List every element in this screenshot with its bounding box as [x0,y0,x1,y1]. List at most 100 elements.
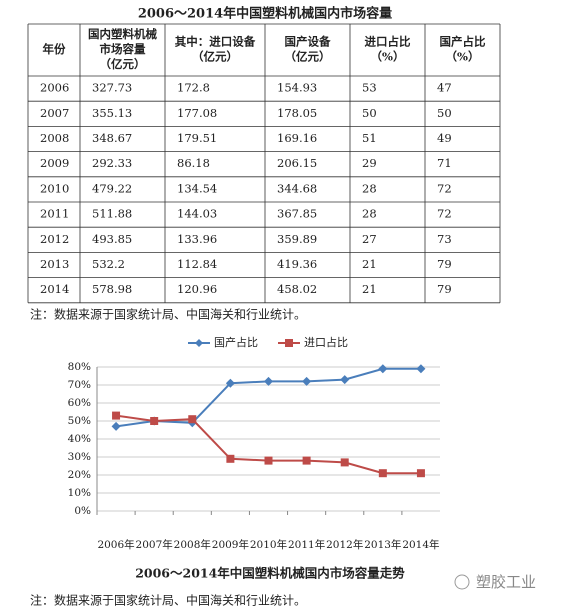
table-cell: 72 [437,207,452,221]
x-tick-label: 2009年 [212,538,249,551]
y-tick-label: 50% [68,415,91,427]
table-header: 市场容量 [100,42,146,56]
table-cell: 172.8 [177,81,210,95]
table-header: 进口占比 [365,35,411,49]
y-tick-label: 70% [68,379,91,391]
marker [340,375,350,385]
table-cell: 79 [437,257,452,271]
table-cell: 355.13 [92,106,132,120]
table-cell: 206.15 [277,156,317,170]
table-cell: 179.51 [177,131,217,145]
x-tick-label: 2011年 [288,538,325,551]
table-cell: 511.88 [92,207,132,221]
table-note: 注：数据来源于国家统计局、中国海关和行业统计。 [30,307,306,322]
table-cell: 144.03 [177,207,217,221]
legend-label: 进口占比 [304,335,348,349]
table-cell: 71 [437,156,452,170]
marker [302,376,312,386]
table-header: 年份 [43,42,66,56]
table-cell: 2011 [40,207,69,221]
table-cell: 112.84 [177,257,217,271]
table-cell: 2012 [40,232,69,246]
marker [225,378,235,388]
table-cell: 178.05 [277,106,317,120]
legend-marker [285,339,293,347]
table-cell: 2010 [40,181,69,195]
table-cell: 53 [362,81,377,95]
table-cell: 344.68 [277,181,317,195]
table-cell: 154.93 [277,81,317,95]
table-cell: 2014 [40,282,69,296]
marker [150,417,159,425]
marker [264,456,273,465]
table-cell: 50 [362,106,377,120]
table-cell: 134.54 [177,181,217,195]
table-header: 国产设备 [285,35,331,49]
table-header: （%） [446,50,480,64]
x-tick-label: 2014年 [402,538,439,551]
table-header: （亿元） [192,50,238,64]
marker [302,456,311,465]
table-cell: 169.16 [277,131,317,145]
marker [111,421,121,431]
legend-marker [195,339,203,347]
table-cell: 493.85 [92,232,132,246]
x-tick-label: 2013年 [364,538,401,551]
table-cell: 73 [437,232,452,246]
marker [264,376,273,386]
y-tick-label: 0% [74,505,91,517]
y-tick-label: 20% [68,469,91,481]
x-tick-label: 2007年 [136,538,173,551]
table-cell: 29 [362,156,377,170]
table-header: （%） [371,50,405,64]
watermark: 塑胶工业 [476,573,536,591]
table-cell: 50 [437,106,452,120]
table-cell: 479.22 [92,181,132,195]
table-cell: 47 [437,81,452,95]
table-header: 国产占比 [440,35,486,49]
x-tick-label: 2012年 [326,538,363,551]
table-cell: 419.36 [277,257,317,271]
table-cell: 578.98 [92,282,132,296]
table-cell: 327.73 [92,81,132,95]
x-tick-label: 2008年 [174,538,211,551]
table-cell: 27 [362,232,377,246]
marker [340,458,349,467]
marker [226,454,235,463]
marker [188,415,197,424]
table-cell: 2007 [40,106,69,120]
x-tick-label: 2010年 [250,538,287,551]
table-cell: 21 [362,282,377,296]
x-tick-label: 2006年 [97,538,134,551]
table-cell: 2009 [40,156,69,170]
legend-label: 国产占比 [214,335,258,349]
chart-caption: 2006～2014年中国塑料机械国内市场容量走势 [135,566,405,581]
y-tick-label: 30% [68,451,91,463]
table-cell: 86.18 [177,156,210,170]
table-cell: 367.85 [277,207,317,221]
table-cell: 79 [437,282,452,296]
table-cell: 120.96 [177,282,217,296]
table-cell: 51 [362,131,377,145]
chart-note: 注：数据来源于国家统计局、中国海关和行业统计。 [30,593,306,608]
table-header: 国内塑料机械 [88,27,157,41]
table-cell: 21 [362,257,377,271]
table-cell: 133.96 [177,232,217,246]
table-cell: 28 [362,207,377,221]
watermark-icon [454,574,470,590]
table-cell: 458.02 [277,282,317,296]
marker [378,469,387,478]
marker [112,411,121,420]
table-cell: 2006 [40,81,69,95]
table-cell: 292.33 [92,156,132,170]
table-cell: 49 [437,131,452,145]
table-header: 其中：进口设备 [175,35,256,49]
table-cell: 72 [437,181,452,195]
y-tick-label: 60% [68,397,91,409]
marker [416,469,425,478]
table-cell: 348.67 [92,131,132,145]
marker [416,364,426,374]
table-cell: 2013 [40,257,69,271]
